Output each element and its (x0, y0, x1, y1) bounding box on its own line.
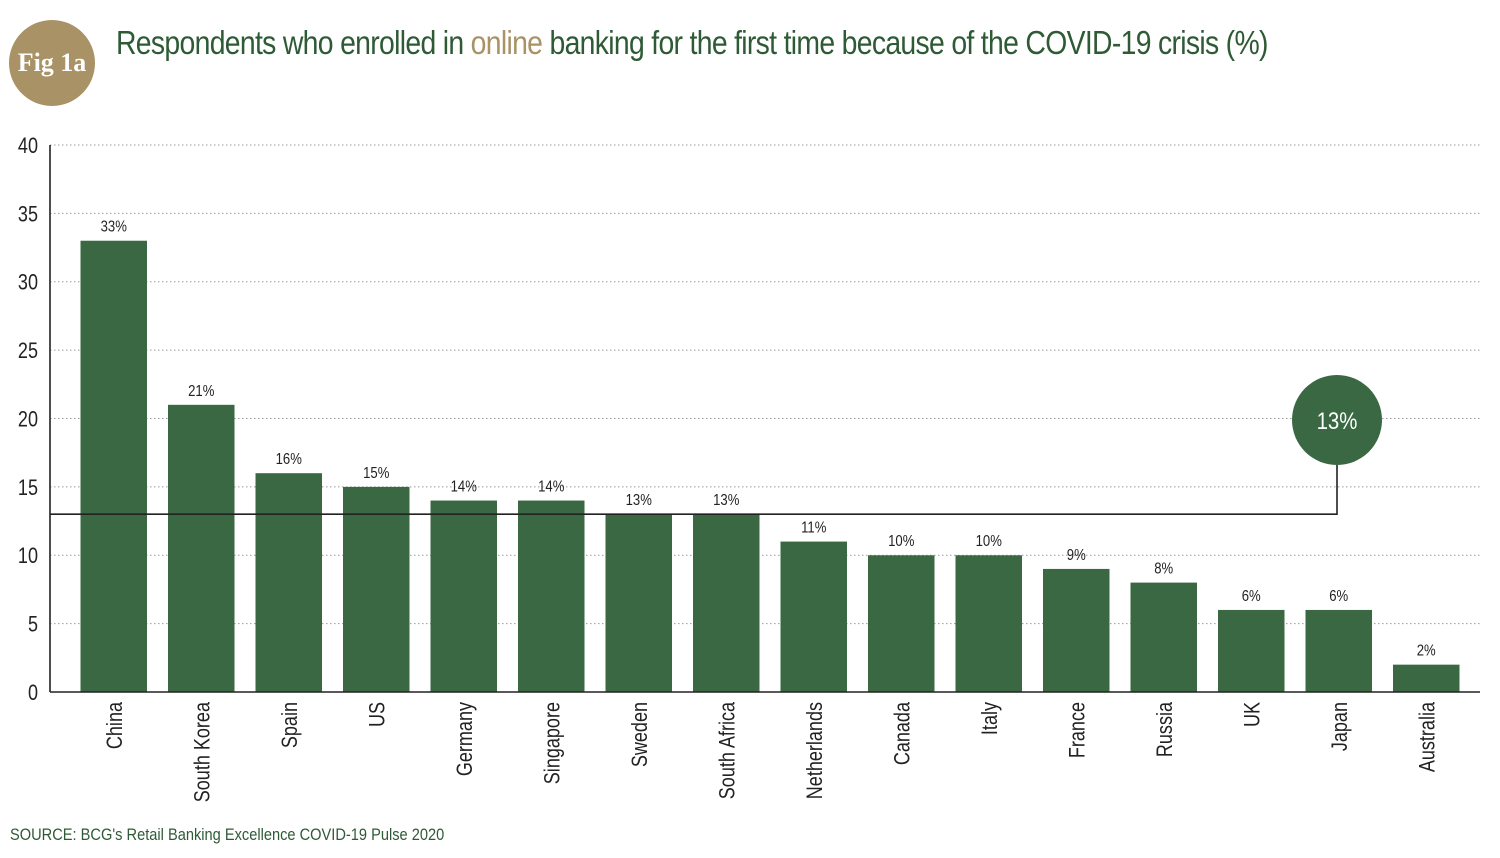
x-tick-label: South Korea (191, 701, 215, 802)
bar-singapore (518, 500, 585, 692)
data-label: 33% (101, 219, 127, 236)
title-text-start: Respondents who enrolled in (116, 24, 471, 61)
data-label: 14% (538, 478, 564, 495)
data-label: 9% (1067, 547, 1086, 564)
y-tick-label: 5 (28, 613, 38, 637)
title-text-end: banking for the first time because of th… (542, 24, 1268, 61)
bar-france (1043, 568, 1110, 692)
bar-australia (1393, 664, 1460, 692)
x-tick-label: US (366, 702, 390, 727)
bars: 33% 21% 16% 15% 14% 14% 13% 13% 11% 10% 10% 9% 8% 6% 6… (80, 219, 1460, 692)
y-axis: 0 5 10 15 20 25 30 35 40 (18, 134, 51, 705)
data-label: 14% (451, 478, 477, 495)
data-label: 2% (1417, 643, 1436, 660)
y-tick-label: 25 (18, 340, 38, 364)
x-tick-label: China (103, 701, 127, 749)
bar-us (343, 486, 410, 692)
bar-china (80, 240, 147, 692)
x-tick-label: France (1066, 702, 1090, 758)
figure-badge: Fig 1a (9, 20, 95, 106)
figure-badge-label: Fig 1a (17, 48, 87, 77)
data-label: 15% (363, 465, 389, 482)
y-tick-label: 40 (18, 134, 38, 158)
average-bubble (1292, 375, 1382, 465)
x-tick-label: UK (1241, 701, 1265, 727)
y-tick-label: 20 (18, 408, 38, 432)
x-tick-label: Italy (978, 701, 1002, 735)
data-label: 6% (1242, 588, 1261, 605)
x-tick-label: Japan (1328, 702, 1352, 751)
bar-south-africa (693, 514, 760, 692)
average-marker: 13% (50, 375, 1382, 516)
x-tick-label: Spain (278, 702, 302, 748)
data-label: 8% (1154, 560, 1173, 577)
bar-uk (1218, 609, 1285, 692)
x-tick-label: Netherlands (803, 702, 827, 799)
x-tick-label: Russia (1153, 701, 1177, 757)
data-label: 13% (626, 492, 652, 509)
x-tick-label: Sweden (628, 702, 652, 767)
bar-germany (430, 500, 497, 692)
average-line (50, 465, 1338, 516)
bar-japan (1305, 609, 1372, 692)
x-tick-label: Singapore (541, 702, 565, 784)
chart-title: Respondents who enrolled in online banki… (116, 24, 1268, 62)
title-highlight: online (470, 24, 543, 61)
average-label: 13% (1317, 407, 1358, 434)
y-tick-label: 10 (18, 545, 38, 569)
bar-russia (1130, 582, 1197, 692)
y-tick-label: 30 (18, 271, 38, 295)
x-axis: China South Korea Spain US Germany Singapore S… (50, 691, 1480, 802)
data-label: 10% (888, 533, 914, 550)
bar-sweden (605, 514, 672, 692)
data-label: 21% (188, 383, 214, 400)
data-label: 6% (1329, 588, 1348, 605)
x-tick-label: Australia (1416, 701, 1440, 772)
y-tick-label: 15 (18, 476, 38, 500)
x-tick-label: South Africa (716, 701, 740, 799)
y-tick-label: 35 (18, 203, 38, 227)
bar-netherlands (780, 541, 847, 692)
data-label: 10% (976, 533, 1002, 550)
bar-south-korea (168, 404, 235, 692)
x-tick-label: Canada (891, 701, 915, 765)
data-label: 11% (801, 519, 826, 536)
y-tick-label: 0 (28, 681, 38, 705)
bar-italy (955, 555, 1022, 692)
bar-canada (868, 555, 935, 692)
data-label: 13% (713, 492, 739, 509)
source-note: SOURCE: BCG's Retail Banking Excellence … (10, 825, 445, 844)
x-tick-label: Germany (453, 701, 477, 776)
bar-spain (255, 473, 322, 692)
data-label: 16% (276, 451, 302, 468)
